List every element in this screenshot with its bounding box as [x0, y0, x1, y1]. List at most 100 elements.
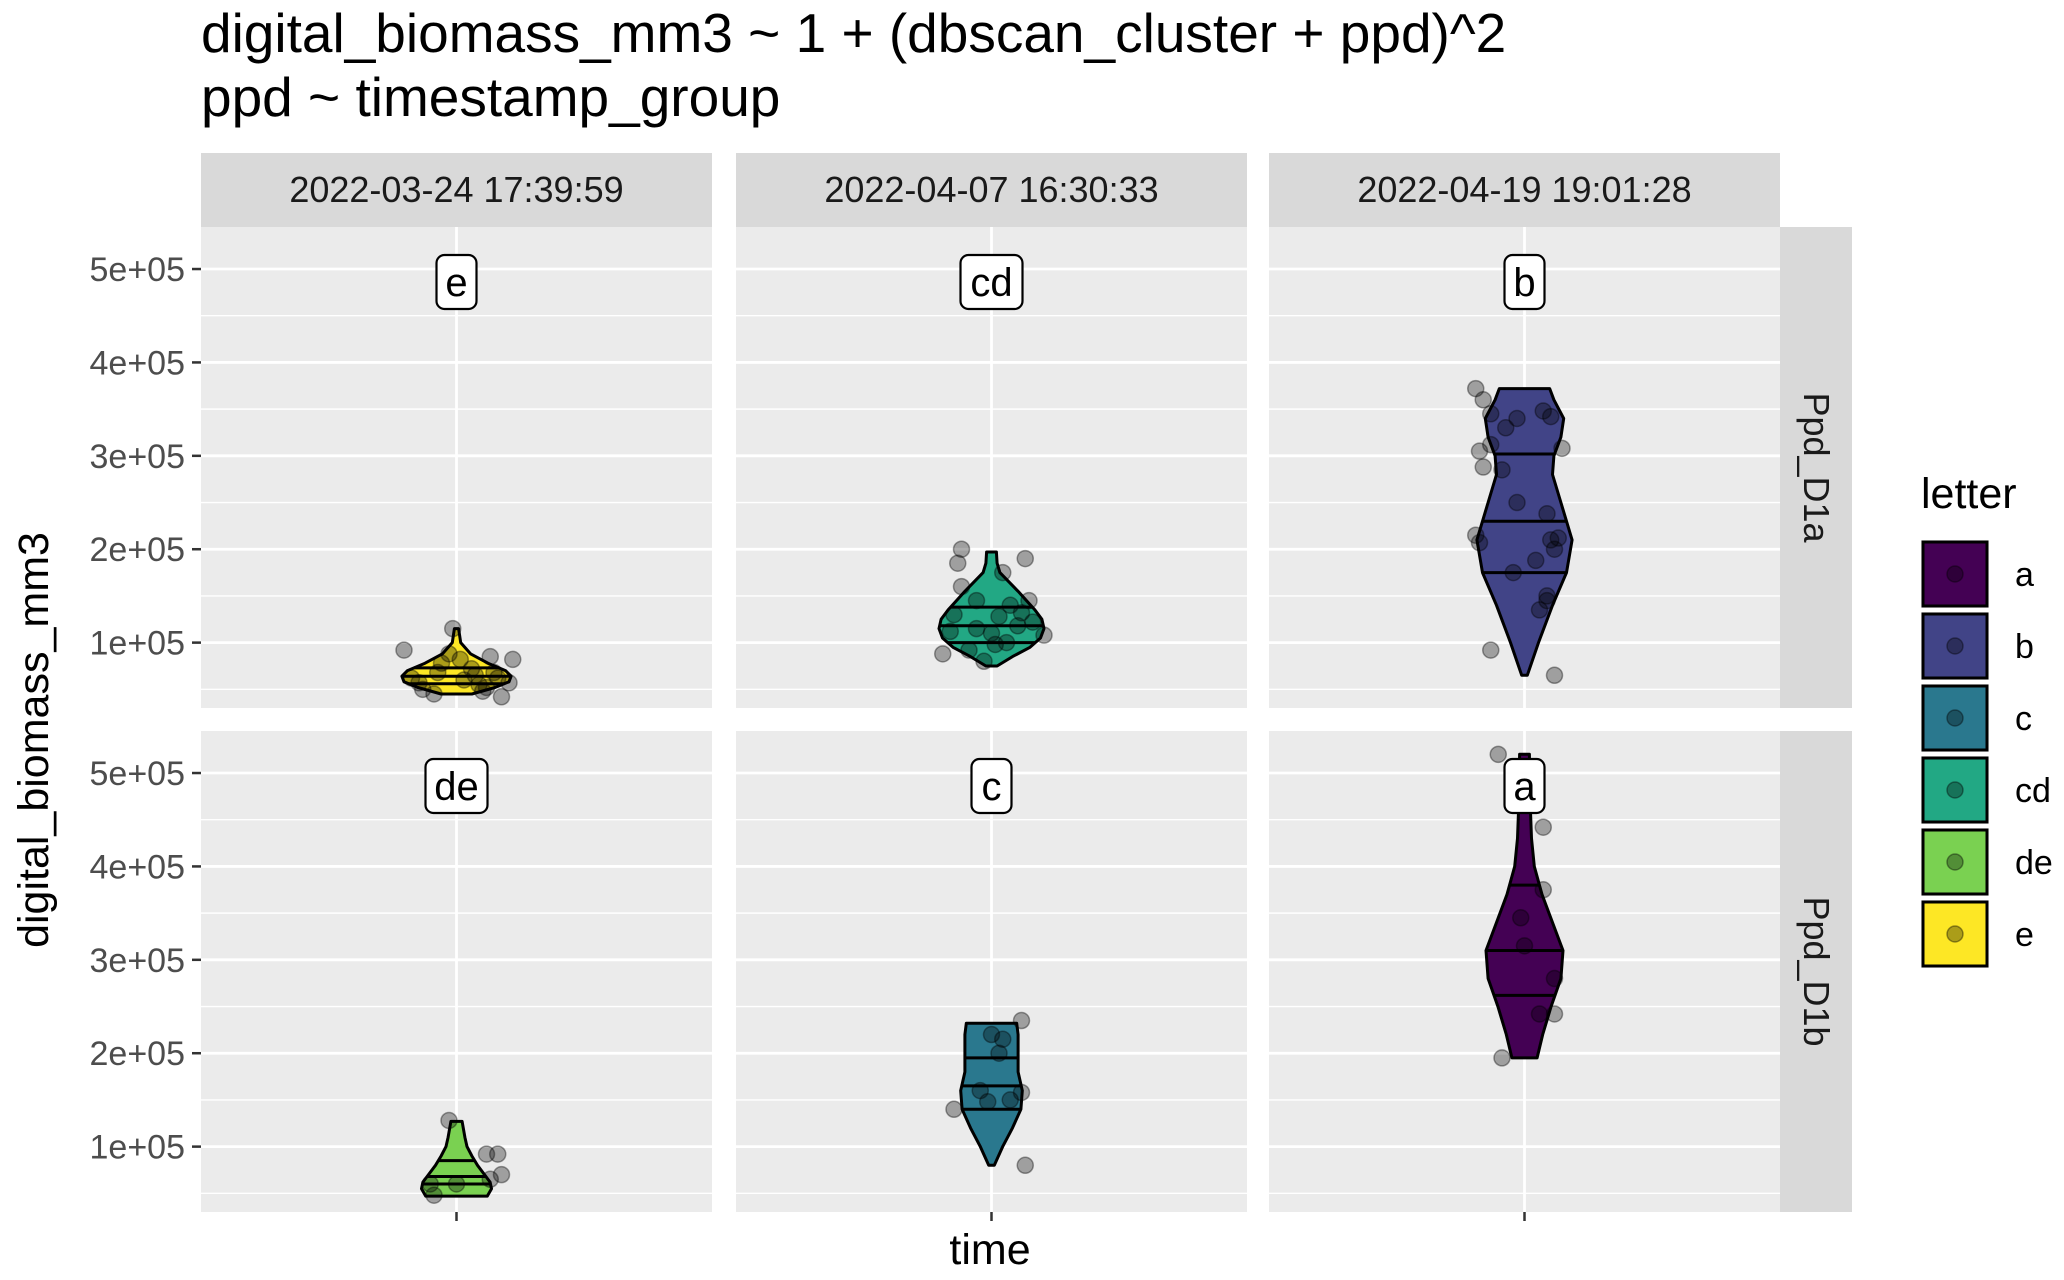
violin-group-b: b: [1467, 253, 1574, 685]
data-point: [1493, 1049, 1511, 1067]
data-point: [986, 635, 1004, 654]
x-axis-title: time: [949, 1226, 1030, 1274]
legend-key-point: [1946, 637, 1964, 655]
violin-group-e: e: [395, 253, 522, 706]
significance-letter: de: [434, 765, 479, 809]
legend-label: a: [2015, 556, 2034, 594]
legend-key: [1921, 828, 1989, 896]
data-point: [1482, 641, 1500, 659]
legend-key-point: [1946, 925, 1964, 943]
legend: letter abc cd de e: [1921, 470, 2053, 968]
data-point: [1482, 405, 1500, 423]
data-point: [474, 682, 492, 700]
significance-letter: c: [982, 765, 1002, 809]
data-point: [1512, 909, 1530, 927]
data-point: [500, 674, 518, 692]
violin-shape: [1484, 752, 1565, 1060]
legend-label: b: [2015, 628, 2034, 666]
legend-item-cd: cd: [1921, 756, 2051, 824]
data-point: [466, 666, 484, 685]
y-tick-label: 1e+05: [90, 1129, 186, 1167]
y-tick-label: 3e+05: [90, 942, 186, 980]
facet-panels: e cd b de c a: [201, 227, 1780, 1212]
data-point: [934, 645, 952, 663]
legend-label: e: [2015, 916, 2034, 954]
data-point: [945, 1100, 963, 1119]
column-strip-label: 2022-03-24 17:39:59: [289, 169, 623, 210]
data-point: [481, 1170, 499, 1189]
violin-group-de: de: [420, 757, 511, 1204]
legend-label: cd: [2015, 772, 2051, 810]
data-point: [990, 607, 1008, 626]
y-axes: 1e+05 2e+05 3e+05 4e+05 5e+05 1e+05 2e+05 3e+05…: [90, 251, 1526, 1221]
data-point: [1538, 504, 1556, 523]
data-point: [1035, 626, 1053, 644]
data-point: [1012, 1083, 1031, 1102]
data-point: [945, 605, 963, 624]
legend-item-c: c: [1921, 684, 2032, 752]
data-point: [489, 669, 507, 687]
column-strip: [1269, 153, 1780, 227]
data-point: [1545, 666, 1564, 685]
legend-item-de: de: [1921, 828, 2053, 896]
y-tick-label: 4e+05: [90, 848, 186, 886]
data-point: [477, 1145, 496, 1163]
data-point: [462, 660, 481, 678]
letter-label-box: [1503, 253, 1546, 311]
data-point: [1016, 549, 1034, 568]
data-point: [1530, 1005, 1549, 1023]
data-point: [1012, 1011, 1031, 1030]
facet-strips: 2022-03-24 17:39:59 2022-04-07 16:30:33 20…: [201, 153, 1852, 1212]
data-point: [1009, 617, 1027, 635]
data-point: [949, 554, 967, 572]
data-point: [1508, 493, 1526, 512]
legend-key-point: [1946, 781, 1964, 799]
data-point: [975, 652, 993, 671]
row-strip: [1780, 731, 1852, 1212]
data-point: [1497, 419, 1515, 437]
legend-key-point: [1946, 709, 1964, 727]
legend-key-point: [1946, 853, 1964, 871]
data-point: [489, 1145, 507, 1163]
column-strip-label: 2022-04-19 19:01:28: [1357, 169, 1691, 210]
data-point: [504, 650, 522, 669]
data-point: [971, 1081, 989, 1100]
significance-letter: e: [445, 261, 467, 305]
data-point: [1467, 526, 1485, 544]
data-point: [1538, 591, 1556, 610]
data-point: [1549, 529, 1567, 547]
data-point: [952, 577, 971, 596]
data-point: [1020, 591, 1038, 610]
data-point: [425, 685, 443, 703]
data-point: [410, 674, 428, 692]
y-tick-label: 4e+05: [90, 344, 186, 382]
data-point: [1489, 745, 1507, 764]
significance-letter: cd: [970, 261, 1012, 305]
data-point: [1542, 407, 1560, 426]
data-point: [1016, 1156, 1034, 1175]
data-point: [967, 619, 986, 638]
letter-label-box: [435, 253, 478, 311]
data-point: [1515, 937, 1534, 955]
data-point: [1538, 587, 1556, 605]
data-point: [1012, 603, 1031, 622]
data-point: [1504, 563, 1522, 582]
data-point: [440, 645, 458, 663]
data-point: [1545, 540, 1564, 558]
y-tick-label: 2e+05: [90, 531, 186, 569]
data-point: [451, 650, 469, 669]
y-tick-label: 5e+05: [90, 755, 186, 793]
chart-subtitle: ppd ~ timestamp_group: [201, 66, 780, 128]
data-point: [1024, 613, 1042, 631]
data-point: [492, 688, 511, 706]
data-point: [979, 1093, 997, 1111]
data-point: [477, 678, 496, 697]
data-point: [1534, 881, 1552, 899]
row-strip-label: Ppd_D1b: [1796, 896, 1837, 1046]
data-point: [455, 671, 473, 689]
legend-item-a: a: [1921, 540, 2034, 608]
data-point: [1482, 435, 1500, 454]
data-point: [1553, 439, 1571, 458]
data-point: [1534, 818, 1552, 836]
data-point: [1001, 596, 1019, 615]
